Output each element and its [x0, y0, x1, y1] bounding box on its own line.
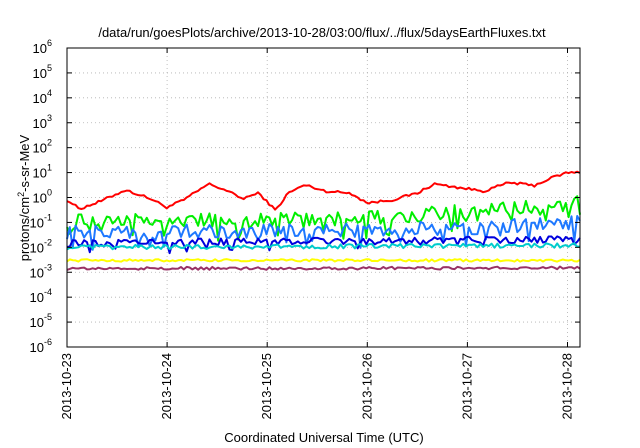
y-tick-label-base: 10: [30, 290, 44, 305]
y-axis-label: protons/cm2-s-sr-MeV: [16, 134, 32, 261]
y-tick-label-base: 10: [30, 240, 44, 255]
x-tick-label: 2013-10-28: [559, 353, 574, 420]
y-tick-label-base: 10: [33, 166, 47, 181]
y-tick-label: 10-5: [30, 312, 52, 330]
y-tick-label: 10-1: [30, 212, 52, 230]
y-tick-label: 10-4: [30, 287, 52, 305]
y-tick-label-base: 10: [33, 116, 47, 131]
y-tick-label-exponent: -2: [44, 237, 52, 247]
y-tick-label: 100: [33, 188, 52, 206]
series-line: [66, 265, 581, 271]
y-tick-label-exponent: 5: [47, 63, 52, 73]
x-tick-label: 2013-10-25: [259, 353, 274, 420]
grid: [67, 48, 580, 347]
y-tick-label-exponent: -3: [44, 262, 52, 272]
y-tick-label-base: 10: [33, 41, 47, 56]
y-tick-label-base: 10: [33, 91, 47, 106]
y-axis-label-prefix: protons/cm: [17, 197, 32, 261]
y-tick-label-exponent: -4: [44, 287, 52, 297]
series-layer: [66, 170, 581, 271]
y-tick-label-base: 10: [30, 265, 44, 280]
y-tick-label-base: 10: [33, 66, 47, 81]
series-line: [66, 258, 581, 263]
y-tick-label: 104: [33, 88, 52, 106]
y-tick-label-exponent: -6: [44, 337, 52, 347]
y-tick-label-exponent: 3: [47, 113, 52, 123]
series-line: [66, 215, 581, 251]
y-tick-label-base: 10: [30, 340, 44, 355]
x-axis: 2013-10-23 2013-10-24 2013-10-25 2013-10-26…: [59, 48, 574, 420]
x-tick-label: 2013-10-26: [359, 353, 374, 420]
y-tick-label-exponent: 2: [47, 138, 52, 148]
y-tick-label-exponent: 1: [47, 163, 52, 173]
series-line: [66, 235, 581, 255]
y-tick-label: 102: [33, 138, 52, 156]
x-tick-label: 2013-10-24: [159, 353, 174, 420]
y-tick-label: 101: [33, 163, 52, 181]
x-axis-label: Coordinated Universal Time (UTC): [224, 430, 423, 445]
x-tick-label: 2013-10-23: [59, 353, 74, 420]
y-tick-label-base: 10: [33, 191, 47, 206]
y-axis-label-suffix: -s-sr-MeV: [17, 134, 32, 191]
y-tick-label-base: 10: [33, 141, 47, 156]
y-tick-label: 103: [33, 113, 52, 131]
y-tick-label: 10-6: [30, 337, 52, 355]
y-tick-label-base: 10: [30, 315, 44, 330]
y-tick-label: 105: [33, 63, 52, 81]
y-axis: 10-610-510-410-310-210-11001011021031041…: [30, 38, 580, 355]
y-tick-label-exponent: -1: [44, 212, 52, 222]
y-tick-label: 10-2: [30, 237, 52, 255]
y-tick-label: 10-3: [30, 262, 52, 280]
x-tick-label: 2013-10-27: [459, 353, 474, 420]
y-tick-label-exponent: 6: [47, 38, 52, 48]
y-tick-label-exponent: 4: [47, 88, 52, 98]
y-tick-label-exponent: 0: [47, 188, 52, 198]
series-line: [66, 242, 581, 251]
y-axis-label-superscript: 2: [16, 192, 26, 197]
chart-title: /data/run/goesPlots/archive/2013-10-28/0…: [98, 25, 546, 40]
y-tick-label: 106: [33, 38, 52, 56]
y-tick-label-exponent: -5: [44, 312, 52, 322]
series-line: [66, 170, 581, 211]
y-tick-label-base: 10: [30, 215, 44, 230]
